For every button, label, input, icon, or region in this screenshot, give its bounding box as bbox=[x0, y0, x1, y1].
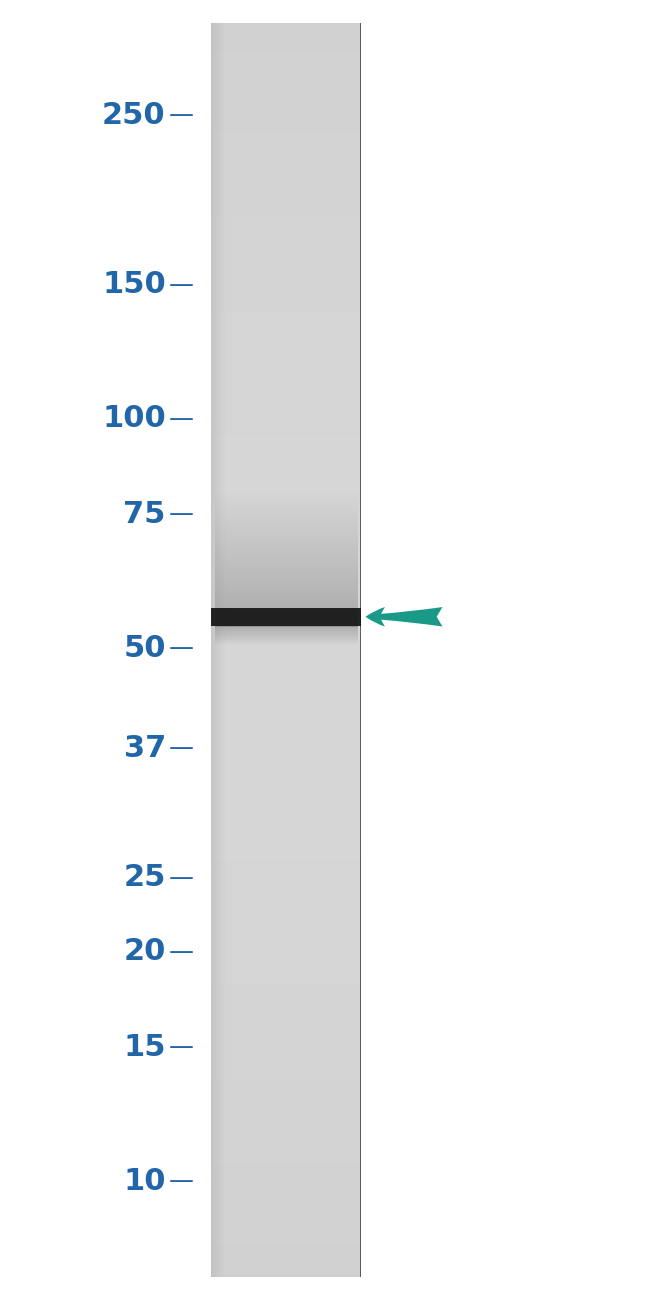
Text: 37: 37 bbox=[124, 733, 166, 763]
Text: 50: 50 bbox=[124, 634, 166, 663]
Text: 25: 25 bbox=[124, 863, 166, 892]
Text: —: — bbox=[169, 407, 194, 430]
Text: —: — bbox=[169, 502, 194, 526]
Text: 15: 15 bbox=[124, 1032, 166, 1062]
Text: —: — bbox=[169, 103, 194, 127]
Text: —: — bbox=[169, 940, 194, 963]
Text: —: — bbox=[169, 866, 194, 891]
Text: 250: 250 bbox=[102, 101, 166, 130]
Text: 10: 10 bbox=[124, 1167, 166, 1196]
Text: —: — bbox=[169, 273, 194, 296]
Text: 20: 20 bbox=[124, 937, 166, 966]
Text: 100: 100 bbox=[102, 404, 166, 433]
Text: —: — bbox=[169, 1169, 194, 1193]
Text: —: — bbox=[169, 636, 194, 660]
Text: —: — bbox=[169, 736, 194, 760]
Text: —: — bbox=[169, 1035, 194, 1059]
Text: 75: 75 bbox=[124, 499, 166, 529]
Text: 150: 150 bbox=[102, 270, 166, 299]
